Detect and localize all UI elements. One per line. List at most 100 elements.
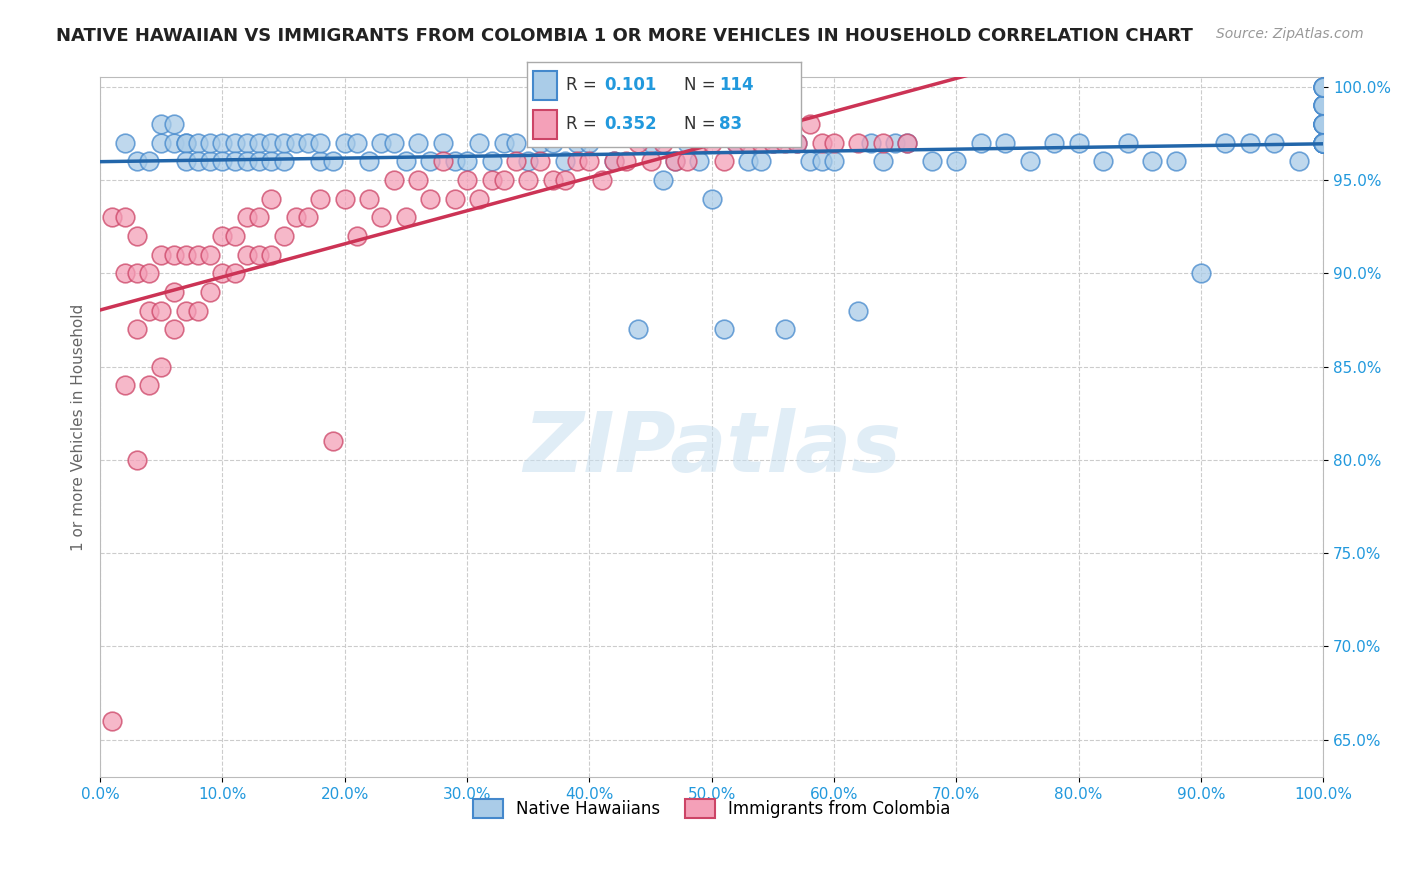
Point	[406, 173, 429, 187]
Point	[346, 229, 368, 244]
Point	[505, 154, 527, 169]
Point	[284, 211, 307, 225]
Point	[1312, 136, 1334, 150]
Point	[872, 136, 894, 150]
Point	[700, 192, 723, 206]
Point	[786, 136, 808, 150]
Point	[529, 136, 551, 150]
Point	[419, 192, 441, 206]
Point	[150, 117, 173, 131]
Point	[150, 303, 173, 318]
Point	[1312, 136, 1334, 150]
Y-axis label: 1 or more Vehicles in Household: 1 or more Vehicles in Household	[72, 303, 86, 550]
Text: N =: N =	[683, 77, 720, 95]
Point	[224, 229, 246, 244]
Point	[406, 136, 429, 150]
Point	[725, 136, 748, 150]
Point	[737, 136, 759, 150]
Point	[762, 136, 785, 150]
Point	[1288, 154, 1310, 169]
Text: 0.101: 0.101	[605, 77, 657, 95]
Point	[284, 136, 307, 150]
Point	[810, 136, 832, 150]
Point	[162, 247, 184, 261]
Point	[517, 154, 540, 169]
Point	[138, 303, 160, 318]
Point	[211, 266, 233, 280]
Point	[174, 136, 197, 150]
Point	[1166, 154, 1188, 169]
Point	[273, 229, 295, 244]
Point	[297, 136, 319, 150]
Point	[297, 211, 319, 225]
Point	[799, 117, 821, 131]
Text: ZIPatlas: ZIPatlas	[523, 408, 901, 489]
Point	[150, 136, 173, 150]
Point	[541, 173, 564, 187]
Point	[200, 285, 222, 299]
Point	[1312, 98, 1334, 112]
Point	[1312, 117, 1334, 131]
Point	[640, 154, 662, 169]
Point	[492, 136, 515, 150]
Point	[370, 136, 392, 150]
Point	[162, 285, 184, 299]
Point	[187, 247, 209, 261]
Point	[1239, 136, 1261, 150]
Point	[627, 322, 650, 336]
Point	[211, 229, 233, 244]
Point	[651, 136, 673, 150]
Point	[565, 136, 588, 150]
Point	[200, 136, 222, 150]
Point	[1018, 154, 1040, 169]
Point	[492, 173, 515, 187]
Point	[945, 154, 967, 169]
Point	[762, 136, 785, 150]
Point	[591, 173, 613, 187]
Point	[1140, 154, 1163, 169]
Point	[676, 136, 699, 150]
Point	[187, 136, 209, 150]
Point	[1312, 98, 1334, 112]
Point	[578, 136, 600, 150]
Point	[1312, 136, 1334, 150]
Point	[603, 154, 626, 169]
Point	[1312, 98, 1334, 112]
Point	[1067, 136, 1090, 150]
Point	[713, 322, 735, 336]
Point	[859, 136, 882, 150]
Point	[884, 136, 907, 150]
Text: 0.352: 0.352	[605, 115, 657, 133]
Point	[1263, 136, 1285, 150]
Point	[444, 192, 467, 206]
Point	[309, 192, 332, 206]
Point	[799, 154, 821, 169]
Point	[1312, 98, 1334, 112]
Point	[150, 359, 173, 374]
Point	[162, 117, 184, 131]
Text: 83: 83	[720, 115, 742, 133]
Point	[1312, 136, 1334, 150]
Point	[309, 136, 332, 150]
Point	[786, 136, 808, 150]
Point	[725, 136, 748, 150]
Point	[114, 211, 136, 225]
Point	[236, 247, 259, 261]
Point	[468, 136, 491, 150]
Point	[554, 173, 576, 187]
Point	[247, 154, 270, 169]
Point	[749, 136, 772, 150]
Point	[395, 211, 418, 225]
Point	[395, 154, 418, 169]
Point	[1043, 136, 1066, 150]
Point	[468, 192, 491, 206]
Point	[823, 154, 845, 169]
Point	[359, 192, 381, 206]
Point	[138, 378, 160, 392]
Point	[382, 136, 405, 150]
Bar	[533, 110, 557, 139]
Point	[749, 154, 772, 169]
Point	[333, 192, 356, 206]
Point	[481, 154, 503, 169]
Point	[872, 154, 894, 169]
